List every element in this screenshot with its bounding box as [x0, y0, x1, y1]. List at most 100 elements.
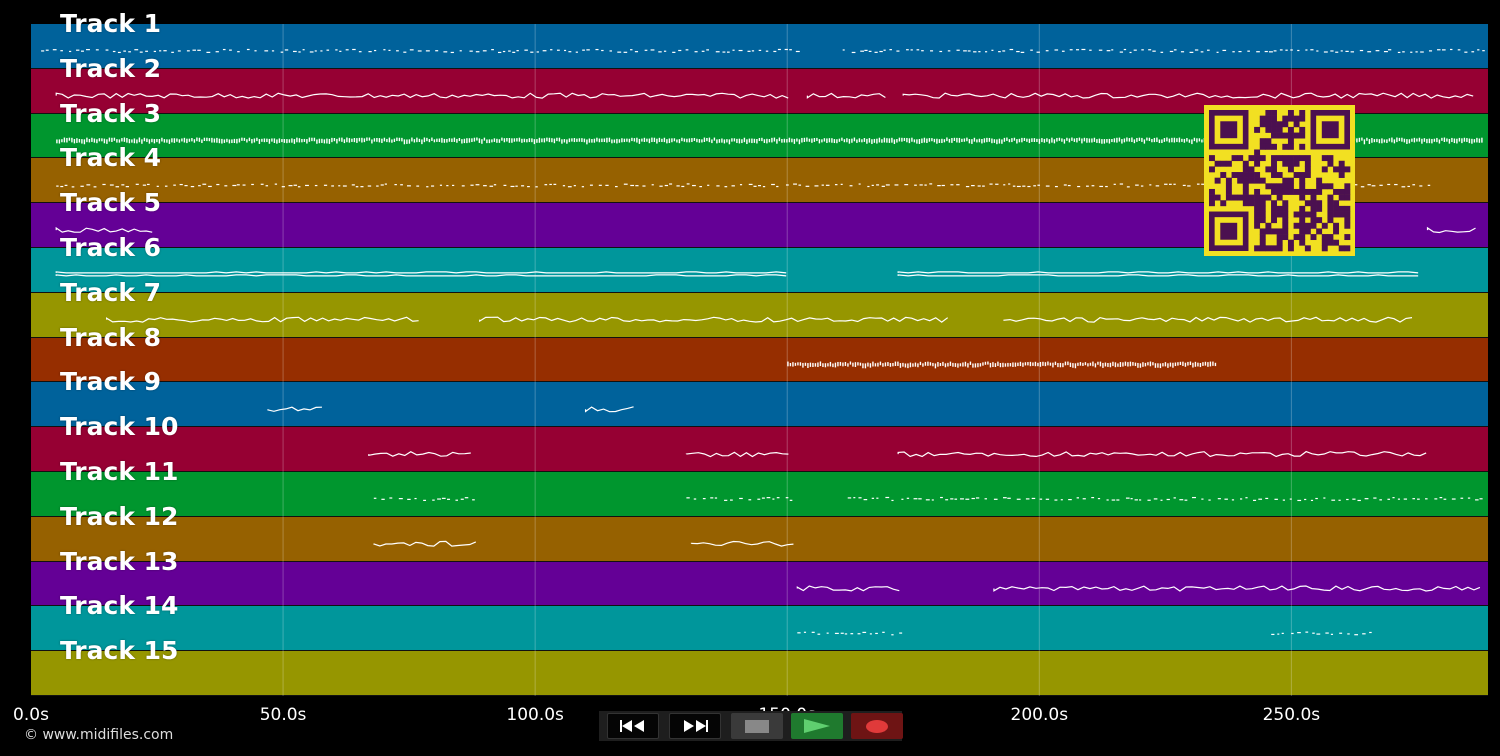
- note: [368, 51, 372, 53]
- note: [701, 139, 703, 143]
- note: [66, 137, 68, 143]
- note: [972, 363, 974, 368]
- fast-forward-button[interactable]: [669, 713, 721, 739]
- note: [1305, 49, 1308, 51]
- note: [636, 137, 638, 143]
- note: [1086, 138, 1088, 143]
- note: [748, 183, 753, 186]
- note: [876, 138, 878, 144]
- note: [986, 137, 988, 143]
- rewind-button[interactable]: [607, 713, 659, 739]
- note: [1357, 499, 1361, 502]
- note: [1316, 633, 1321, 635]
- note: [885, 496, 890, 499]
- note: [1152, 362, 1154, 366]
- note: [506, 138, 508, 142]
- note: [433, 139, 436, 143]
- note: [1366, 137, 1368, 141]
- note: [108, 137, 111, 142]
- track-lane[interactable]: [31, 606, 1488, 652]
- track-label: Track 1: [60, 9, 162, 38]
- play-button[interactable]: [791, 713, 843, 739]
- note: [258, 139, 261, 144]
- note: [1368, 139, 1371, 144]
- note: [1182, 361, 1184, 367]
- note: [598, 184, 602, 186]
- track-lane[interactable]: [31, 427, 1488, 472]
- note: [553, 183, 557, 185]
- note: [642, 185, 646, 187]
- note: [726, 51, 730, 53]
- note: [1463, 137, 1466, 142]
- note: [1139, 499, 1142, 501]
- note: [934, 363, 937, 369]
- note: [840, 183, 843, 185]
- track-lane[interactable]: [31, 292, 1488, 338]
- note: [1162, 363, 1164, 367]
- note: [939, 363, 942, 367]
- note: [1376, 138, 1378, 143]
- track-lane[interactable]: [31, 651, 1488, 696]
- note: [163, 50, 167, 52]
- play-icon: [804, 719, 830, 733]
- track-lane[interactable]: [31, 24, 1488, 69]
- note: [1433, 138, 1436, 142]
- note: [844, 361, 847, 366]
- note: [1084, 362, 1087, 366]
- note: [466, 138, 468, 144]
- note: [473, 137, 476, 142]
- note: [923, 137, 926, 143]
- stop-button[interactable]: [731, 713, 783, 739]
- note: [503, 184, 507, 186]
- note: [811, 631, 815, 633]
- note: [766, 138, 768, 144]
- note: [222, 48, 226, 51]
- note: [718, 139, 721, 143]
- note: [1265, 497, 1269, 500]
- note: [533, 139, 536, 145]
- note: [143, 137, 146, 142]
- note: [475, 51, 480, 53]
- note: [882, 631, 885, 633]
- note: [1297, 49, 1300, 52]
- note: [201, 139, 203, 143]
- note: [875, 632, 878, 635]
- track-lane[interactable]: [31, 472, 1488, 517]
- note: [1042, 361, 1044, 366]
- note: [556, 137, 558, 142]
- note: [358, 51, 362, 53]
- note: [993, 498, 998, 500]
- note: [758, 49, 762, 52]
- note: [941, 184, 945, 187]
- note: [1201, 498, 1204, 500]
- note: [1079, 362, 1082, 366]
- track-lane[interactable]: [31, 337, 1488, 383]
- note: [1258, 498, 1263, 500]
- note: [1189, 361, 1192, 366]
- note: [1436, 137, 1438, 143]
- note: [1081, 138, 1083, 144]
- note-run: [690, 540, 794, 547]
- track-lane[interactable]: [31, 516, 1488, 562]
- note: [86, 49, 90, 51]
- note: [293, 184, 298, 186]
- track-label: Track 12: [60, 501, 179, 531]
- note: [919, 184, 923, 186]
- note: [664, 184, 669, 187]
- note: [1155, 185, 1160, 187]
- record-button[interactable]: [851, 713, 903, 739]
- qr-code[interactable]: [1204, 105, 1355, 256]
- note: [807, 363, 809, 368]
- note: [1247, 50, 1250, 52]
- track-lane[interactable]: [31, 382, 1488, 428]
- note: [1113, 138, 1116, 143]
- note: [596, 137, 598, 142]
- note: [958, 137, 961, 143]
- note: [1421, 138, 1423, 144]
- note: [1151, 138, 1153, 143]
- note: [964, 361, 967, 367]
- note: [871, 184, 874, 186]
- note: [376, 137, 378, 142]
- note: [1060, 499, 1063, 501]
- track-lane[interactable]: [31, 561, 1488, 607]
